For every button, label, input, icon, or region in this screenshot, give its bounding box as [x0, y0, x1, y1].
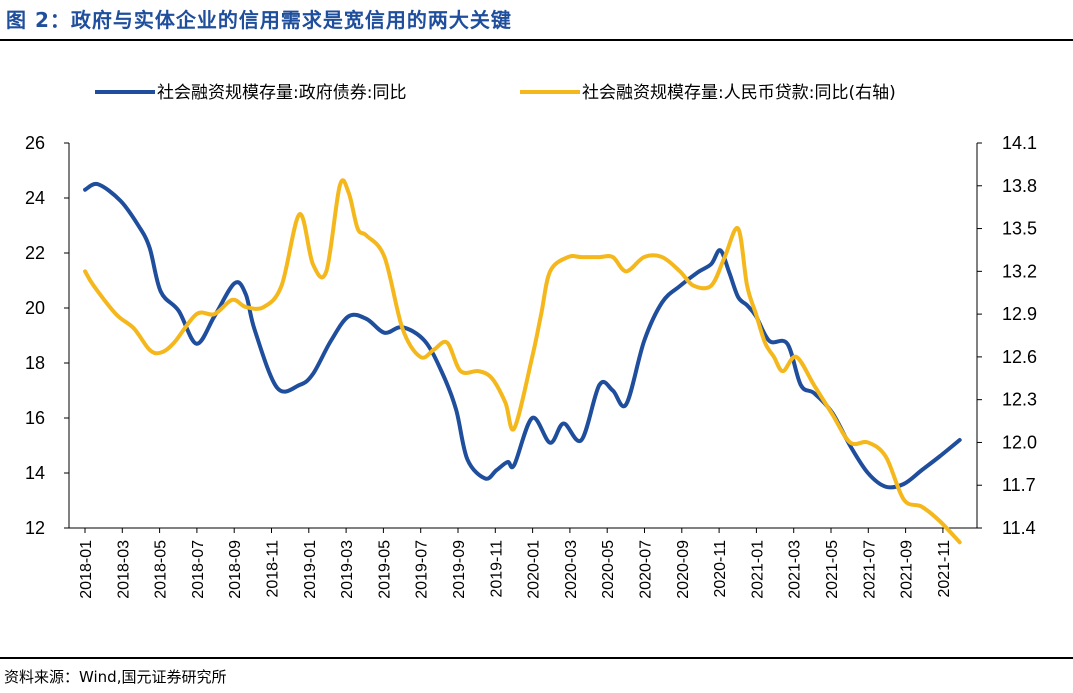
right-tick-label: 12.9 [1002, 304, 1037, 324]
left-tick-label: 16 [25, 408, 45, 428]
x-tick-label: 2020-03 [563, 540, 580, 599]
left-tick-label: 20 [25, 298, 45, 318]
x-tick-label: 2018-09 [227, 540, 244, 599]
x-tick-label: 2019-03 [339, 540, 356, 599]
right-tick-label: 12.0 [1002, 432, 1037, 452]
x-tick-label: 2019-09 [451, 540, 468, 599]
x-tick-label: 2018-03 [115, 540, 132, 599]
left-tick-label: 24 [25, 188, 45, 208]
x-tick-label: 2020-07 [638, 540, 655, 599]
series-line-rmb-loans [83, 178, 962, 545]
x-tick-label: 2021-03 [787, 540, 804, 599]
right-tick-label: 13.2 [1002, 261, 1037, 281]
x-tick-label: 2019-05 [376, 540, 393, 599]
figure-title: 图 2：政府与实体企业的信用需求是宽信用的两大关键 [6, 8, 512, 32]
right-tick-label: 13.5 [1002, 219, 1037, 239]
right-tick-label: 11.7 [1002, 475, 1036, 495]
x-tick-label: 2020-05 [600, 540, 617, 599]
x-tick-label: 2018-07 [190, 540, 207, 599]
x-tick-label: 2018-05 [153, 540, 170, 599]
x-tick-label: 2020-01 [526, 540, 543, 599]
chart-axes: 12 14 16 18 20 22 24 26 11.4 11.7 12.0 12.3 12.6 12.9… [25, 133, 1037, 599]
x-tick-label: 2021-11 [936, 540, 953, 598]
left-tick-label: 14 [25, 463, 45, 483]
x-tick-label: 2019-11 [488, 540, 505, 598]
right-tick-label: 12.6 [1002, 347, 1037, 367]
x-tick-label: 2019-01 [302, 540, 319, 599]
right-tick-label: 11.4 [1002, 518, 1036, 538]
x-tick-label: 2020-09 [675, 540, 692, 599]
series-line-government-bonds [83, 181, 962, 490]
left-tick-label: 26 [25, 133, 45, 153]
x-tick-label: 2018-01 [78, 540, 95, 599]
x-tick-label: 2019-07 [414, 540, 431, 599]
chart-series [83, 178, 962, 545]
legend-label: 社会融资规模存量:人民币贷款:同比(右轴) [582, 83, 896, 103]
right-tick-label: 14.1 [1002, 133, 1037, 153]
left-tick-label: 22 [25, 243, 45, 263]
left-tick-label: 12 [25, 518, 45, 538]
right-tick-label: 12.3 [1002, 390, 1037, 410]
source-note: 资料来源：Wind,国元证券研究所 [4, 668, 227, 686]
bottom-divider [0, 657, 1073, 659]
chart-legend: 社会融资规模存量:政府债券:同比 社会融资规模存量:人民币贷款:同比(右轴) [95, 83, 896, 103]
right-tick-label: 13.8 [1002, 176, 1037, 196]
x-tick-label: 2021-07 [861, 540, 878, 599]
x-tick-label: 2020-11 [712, 540, 729, 598]
top-divider [0, 39, 1073, 41]
x-tick-label: 2018-11 [265, 540, 282, 598]
x-tick-label: 2021-09 [899, 540, 916, 599]
left-tick-label: 18 [25, 353, 45, 373]
x-tick-label: 2021-05 [824, 540, 841, 599]
legend-label: 社会融资规模存量:政府债券:同比 [157, 83, 406, 103]
x-tick-label: 2021-01 [749, 540, 766, 599]
